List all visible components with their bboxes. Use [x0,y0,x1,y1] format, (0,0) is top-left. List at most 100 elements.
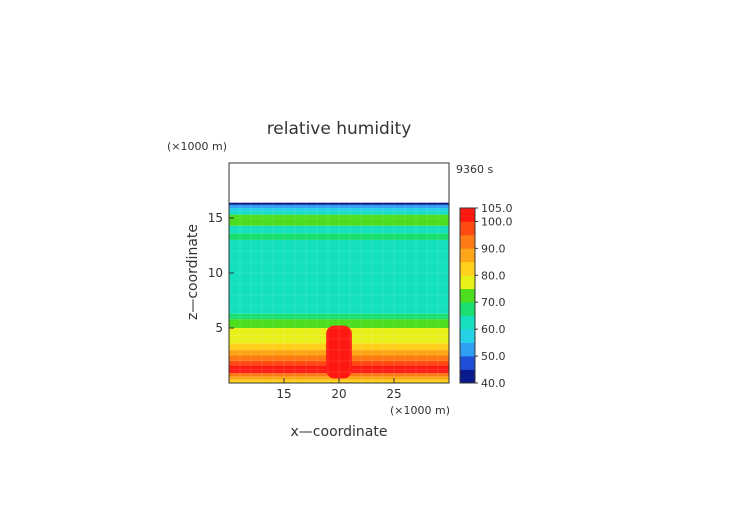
colorbar-step [460,321,475,325]
rh-band [229,240,449,251]
colorbar-step [460,208,475,211]
colorbar-tick-label: 60.0 [481,323,506,336]
colorbar-tick-label: 100.0 [481,215,513,228]
y-axis-label: z—coordinate [185,224,201,320]
colorbar-step [460,288,475,292]
colorbar-step [460,345,475,349]
colorbar-step [460,248,475,252]
x-tick-label: 25 [386,387,401,401]
colorbar-step [460,234,475,238]
colorbar-step [460,291,475,295]
colorbar-step [460,364,475,368]
colorbar-step [460,323,475,327]
colorbar-step [460,353,475,357]
colorbar-step [460,278,475,281]
colorbar-step [460,304,475,308]
colorbar-step [460,245,475,249]
y-tick-label: 10 [208,266,223,280]
colorbar-step [460,229,475,233]
colorbar-step [460,313,475,316]
colorbar-step [460,253,475,257]
colorbar-step [460,213,475,217]
rh-band [229,225,449,234]
rh-band [229,313,449,320]
rh-band [229,233,449,240]
colorbar-step [460,374,475,378]
y-unit-label: (×1000 m) [167,140,227,153]
colorbar-step [460,286,475,290]
colorbar-step [460,326,475,330]
x-axis-ticks: 15 20 25 [276,378,402,401]
colorbar-step [460,237,475,241]
chart-title: relative humidity [267,119,412,139]
y-tick-label: 15 [208,211,223,225]
colorbar-tick-label: 105.0 [481,202,513,215]
colorbar-step [460,366,475,370]
colorbar-step [460,224,475,228]
x-tick-label: 20 [331,387,346,401]
colorbar-step [460,380,475,384]
colorbar-step [460,243,475,246]
colorbar-frame [459,207,476,384]
rh-band [229,211,449,215]
colorbar-tick-label: 80.0 [481,269,506,282]
colorbar-step [460,294,475,298]
humidity-field [229,163,449,383]
x-tick-label: 15 [276,387,291,401]
colorbar-step [460,218,475,222]
humidity-plume [326,325,352,379]
colorbar-tick-label: 40.0 [481,377,506,390]
rh-band [229,284,449,306]
plot-grid [228,162,450,384]
colorbar-step [460,372,475,376]
colorbar-step [460,280,475,284]
colorbar-step [460,261,475,265]
colorbar-step [460,240,475,244]
rh-band [229,208,449,212]
colorbar-step [460,342,475,346]
plume-core [330,329,348,375]
colorbar-step [460,337,475,341]
colorbar-step [460,259,475,263]
colorbar-step [460,264,475,268]
colorbar-tick-label: 50.0 [481,350,506,363]
colorbar-step [460,251,475,255]
colorbar-step [460,275,475,279]
colorbar-step [460,302,475,306]
rh-band [229,218,449,226]
time-label: 9360 s [456,163,493,176]
rh-band [229,214,449,218]
colorbar-step [460,361,475,365]
y-tick-label: 5 [215,321,223,335]
rh-band [229,202,449,205]
colorbar-step [460,296,475,300]
colorbar-step [460,331,475,335]
rh-band [229,319,449,328]
rh-band [229,204,449,209]
colorbar-step [460,283,475,287]
colorbar-step [460,210,475,214]
colorbar-step [460,307,475,311]
colorbar-step [460,329,475,333]
colorbar-step [460,356,475,360]
colorbar-step [460,269,475,273]
colorbar-step [460,339,475,343]
colorbar-step [460,369,475,373]
colorbar-step [460,358,475,362]
colorbar-step [460,299,475,303]
colorbar-step [460,256,475,260]
colorbar-tick-label: 70.0 [481,296,506,309]
colorbar-step [460,348,475,351]
colorbar [460,208,475,384]
colorbar-step [460,232,475,236]
colorbar-step [460,226,475,230]
colorbar-tick-label: 90.0 [481,242,506,255]
colorbar-step [460,272,475,276]
x-axis-label: x—coordinate [291,424,388,440]
colorbar-step [460,318,475,322]
rh-band [229,306,449,314]
rh-band [229,163,449,203]
colorbar-step [460,216,475,220]
